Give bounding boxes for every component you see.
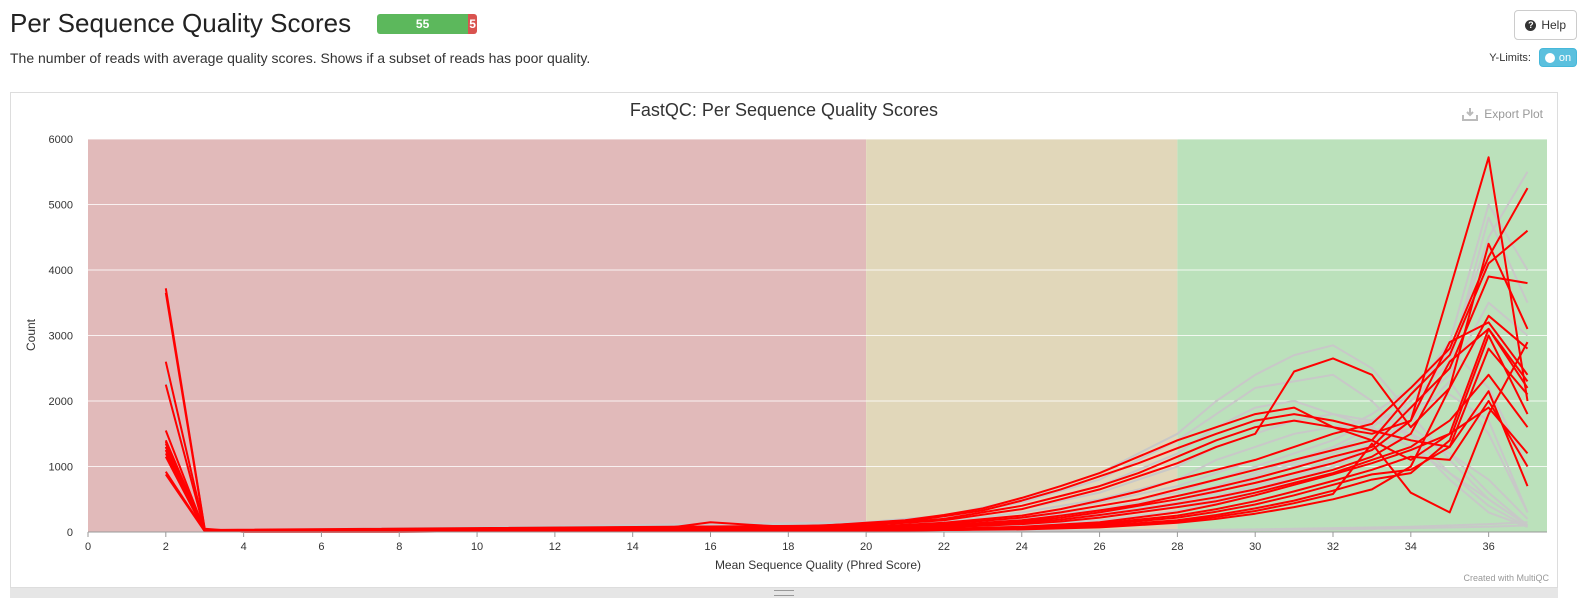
x-tick-label: 2 xyxy=(163,541,169,553)
series-line-pass[interactable] xyxy=(866,432,1528,531)
x-tick-label: 26 xyxy=(1093,541,1105,553)
toggle-knob-icon xyxy=(1544,52,1555,63)
export-plot-button[interactable]: Export Plot xyxy=(1462,107,1543,121)
x-tick-label: 22 xyxy=(938,541,950,553)
status-fail-count[interactable]: 5 xyxy=(468,13,478,34)
y-tick-label: 6000 xyxy=(49,134,73,146)
x-tick-label: 6 xyxy=(318,541,324,553)
x-tick-label: 36 xyxy=(1483,541,1495,553)
chart-series xyxy=(164,156,1529,533)
section-description: The number of reads with average quality… xyxy=(10,50,591,66)
status-summary-bar[interactable]: 55 5 xyxy=(377,13,478,34)
y-tick-label: 2000 xyxy=(49,396,73,408)
x-tick-label: 24 xyxy=(1016,541,1028,553)
export-plot-label: Export Plot xyxy=(1484,107,1543,121)
y-axis-label: Count xyxy=(24,318,38,351)
x-tick-label: 8 xyxy=(396,541,402,553)
series-line-pass[interactable] xyxy=(164,344,1529,532)
plot-frame xyxy=(10,92,1558,588)
plot-resize-handle[interactable] xyxy=(10,588,1558,598)
grip-icon xyxy=(774,590,794,596)
x-tick-label: 14 xyxy=(627,541,639,553)
ylimits-toggle[interactable]: on xyxy=(1539,48,1577,67)
y-tick-label: 0 xyxy=(67,527,73,539)
section-header: Per Sequence Quality Scores 55 5 xyxy=(10,8,478,39)
series-line-fail[interactable] xyxy=(164,187,1529,532)
status-pass-count[interactable]: 55 xyxy=(377,13,469,34)
y-tick-label: 4000 xyxy=(49,265,73,277)
ylimits-label: Y-Limits: xyxy=(1489,51,1531,64)
x-tick-label: 30 xyxy=(1249,541,1261,553)
x-tick-label: 34 xyxy=(1405,541,1417,553)
download-icon xyxy=(1462,108,1479,121)
page-title: Per Sequence Quality Scores xyxy=(10,8,352,38)
question-icon: ? xyxy=(1525,19,1537,31)
series-line-pass[interactable] xyxy=(866,393,1529,528)
y-tick-label: 5000 xyxy=(49,200,73,212)
series-line-pass[interactable] xyxy=(866,216,1529,530)
ylimits-control: Y-Limits: on xyxy=(1489,48,1577,67)
x-tick-label: 0 xyxy=(85,541,91,553)
series-line-fail[interactable] xyxy=(164,314,1529,533)
series-line-fail[interactable] xyxy=(164,229,1529,532)
x-tick-label: 16 xyxy=(704,541,716,553)
x-tick-label: 28 xyxy=(1171,541,1183,553)
series-line-fail[interactable] xyxy=(164,156,1529,531)
x-tick-label: 12 xyxy=(549,541,561,553)
help-button[interactable]: ? Help xyxy=(1514,10,1577,40)
x-tick-label: 18 xyxy=(782,541,794,553)
x-tick-label: 20 xyxy=(860,541,872,553)
series-line-pass[interactable] xyxy=(866,524,1528,533)
x-tick-label: 4 xyxy=(241,541,247,553)
x-tick-label: 32 xyxy=(1327,541,1339,553)
ylimits-toggle-state: on xyxy=(1558,51,1572,64)
x-tick-label: 10 xyxy=(471,541,483,553)
help-button-label: Help xyxy=(1541,18,1566,32)
series-line-fail[interactable] xyxy=(164,373,1529,533)
y-tick-label: 3000 xyxy=(49,331,73,343)
x-axis-label: Mean Sequence Quality (Phred Score) xyxy=(715,558,921,572)
y-tick-label: 1000 xyxy=(49,462,73,474)
chart-title: FastQC: Per Sequence Quality Scores xyxy=(630,100,938,120)
multiqc-credit: Created with MultiQC xyxy=(1463,573,1549,583)
